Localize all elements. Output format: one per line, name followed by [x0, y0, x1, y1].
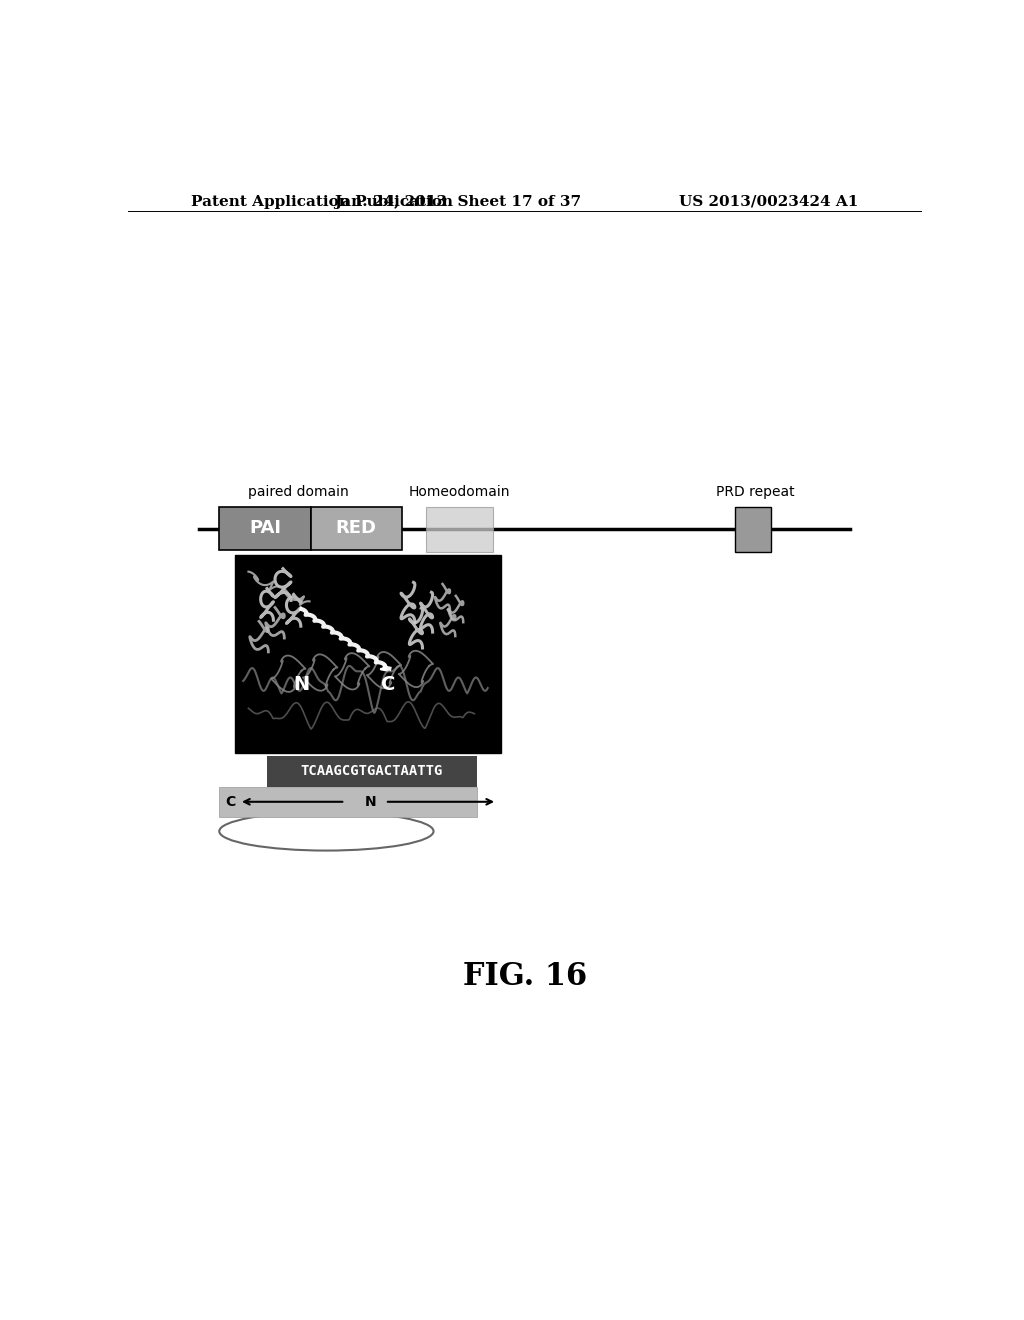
Text: C: C: [225, 795, 236, 809]
Text: PAI: PAI: [249, 519, 281, 537]
Text: Patent Application Publication: Patent Application Publication: [191, 195, 454, 209]
Text: FIG. 16: FIG. 16: [463, 961, 587, 993]
Text: Homeodomain: Homeodomain: [409, 484, 511, 499]
FancyBboxPatch shape: [219, 787, 477, 817]
FancyBboxPatch shape: [426, 507, 494, 552]
FancyBboxPatch shape: [267, 756, 477, 787]
Text: TCAAGCGTGACTAATTG: TCAAGCGTGACTAATTG: [301, 764, 443, 779]
Text: PRD repeat: PRD repeat: [716, 484, 795, 499]
FancyBboxPatch shape: [735, 507, 771, 552]
FancyBboxPatch shape: [219, 507, 310, 549]
Text: N: N: [366, 795, 377, 809]
Text: US 2013/0023424 A1: US 2013/0023424 A1: [679, 195, 858, 209]
FancyBboxPatch shape: [236, 554, 501, 752]
Text: paired domain: paired domain: [248, 484, 349, 499]
FancyBboxPatch shape: [310, 507, 401, 549]
Text: RED: RED: [336, 519, 377, 537]
Text: Jan. 24, 2013  Sheet 17 of 37: Jan. 24, 2013 Sheet 17 of 37: [334, 195, 581, 209]
